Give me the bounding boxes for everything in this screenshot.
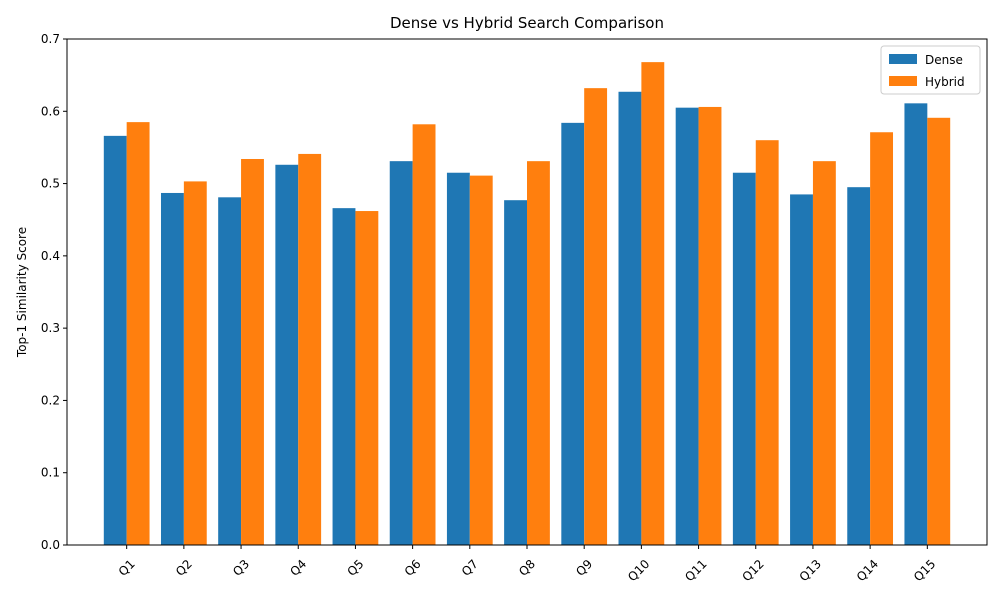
legend-swatch-hybrid (889, 76, 917, 86)
bar-dense-q8 (504, 200, 527, 545)
bar-hybrid-q1 (126, 122, 150, 545)
bar-dense-q1 (103, 135, 127, 545)
bar-dense-q7 (446, 172, 470, 545)
y-tick-label: 0.0 (41, 538, 60, 552)
x-tick-label: Q14 (854, 557, 881, 584)
y-tick-label: 0.3 (41, 321, 60, 335)
x-tick-label: Q6 (402, 557, 424, 579)
bar-hybrid-q2 (183, 181, 207, 545)
x-tick-label: Q1 (116, 557, 138, 579)
bar-hybrid-q4 (298, 153, 322, 546)
legend-label-hybrid: Hybrid (925, 75, 965, 89)
x-tick-label: Q10 (625, 557, 652, 584)
bar-dense-q2 (160, 192, 184, 545)
bar-hybrid-q8 (527, 161, 550, 546)
bar-hybrid-q9 (584, 88, 608, 545)
bar-dense-q10 (618, 91, 642, 546)
x-tick-label: Q8 (516, 557, 538, 579)
bar-dense-q13 (790, 194, 813, 545)
bar-hybrid-q11 (698, 106, 722, 545)
x-tick-label: Q11 (682, 557, 709, 584)
x-tick-label: Q3 (230, 557, 252, 579)
y-tick-label: 0.5 (41, 177, 60, 191)
legend: Dense Hybrid (880, 45, 981, 95)
plot-frame (66, 38, 988, 546)
bar-dense-q6 (389, 161, 413, 546)
legend-swatch-dense (889, 54, 917, 64)
x-tick-label: Q9 (573, 557, 595, 579)
bar-hybrid-q6 (412, 124, 436, 545)
bar-hybrid-q13 (812, 161, 836, 546)
y-tick-label: 0.1 (41, 466, 60, 480)
x-tick-label: Q15 (911, 557, 938, 584)
x-axis: Q1 Q2 Q3 Q4 Q5 Q6 Q7 Q8 Q9 Q10 Q11 Q12 Q13 Q14 Q15 (116, 545, 938, 584)
bar-dense-q5 (332, 208, 356, 546)
y-tick-label: 0.4 (41, 249, 60, 263)
x-tick-label: Q7 (459, 557, 481, 579)
bar-hybrid-q12 (755, 140, 779, 545)
bar-hybrid-q15 (927, 117, 951, 545)
y-axis: 0.0 0.1 0.2 0.3 0.4 0.5 0.6 0.7 (41, 32, 67, 552)
x-tick-label: Q4 (287, 557, 309, 579)
bar-hybrid-q14 (870, 132, 894, 545)
bar-dense-q4 (275, 164, 299, 545)
x-tick-label: Q2 (173, 557, 195, 579)
y-tick-label: 0.6 (41, 104, 60, 118)
bar-dense-q11 (675, 107, 699, 546)
bar-hybrid-q7 (469, 175, 493, 545)
bars-group (103, 62, 951, 546)
bar-hybrid-q5 (355, 211, 379, 546)
y-tick-label: 0.2 (41, 393, 60, 407)
x-tick-label: Q12 (739, 557, 766, 584)
bar-dense-q12 (732, 172, 756, 545)
bar-dense-q9 (561, 122, 585, 545)
chart-title: Dense vs Hybrid Search Comparison (390, 14, 664, 32)
x-tick-label: Q13 (797, 557, 824, 584)
y-tick-label: 0.7 (41, 32, 60, 46)
bar-hybrid-q3 (241, 158, 264, 545)
bar-dense-q3 (218, 197, 242, 545)
bar-dense-q15 (904, 103, 928, 545)
x-tick-label: Q5 (345, 557, 367, 579)
legend-label-dense: Dense (925, 53, 963, 67)
bar-hybrid-q10 (641, 62, 665, 545)
bar-dense-q14 (847, 187, 871, 545)
y-axis-label: Top-1 Similarity Score (15, 227, 29, 358)
